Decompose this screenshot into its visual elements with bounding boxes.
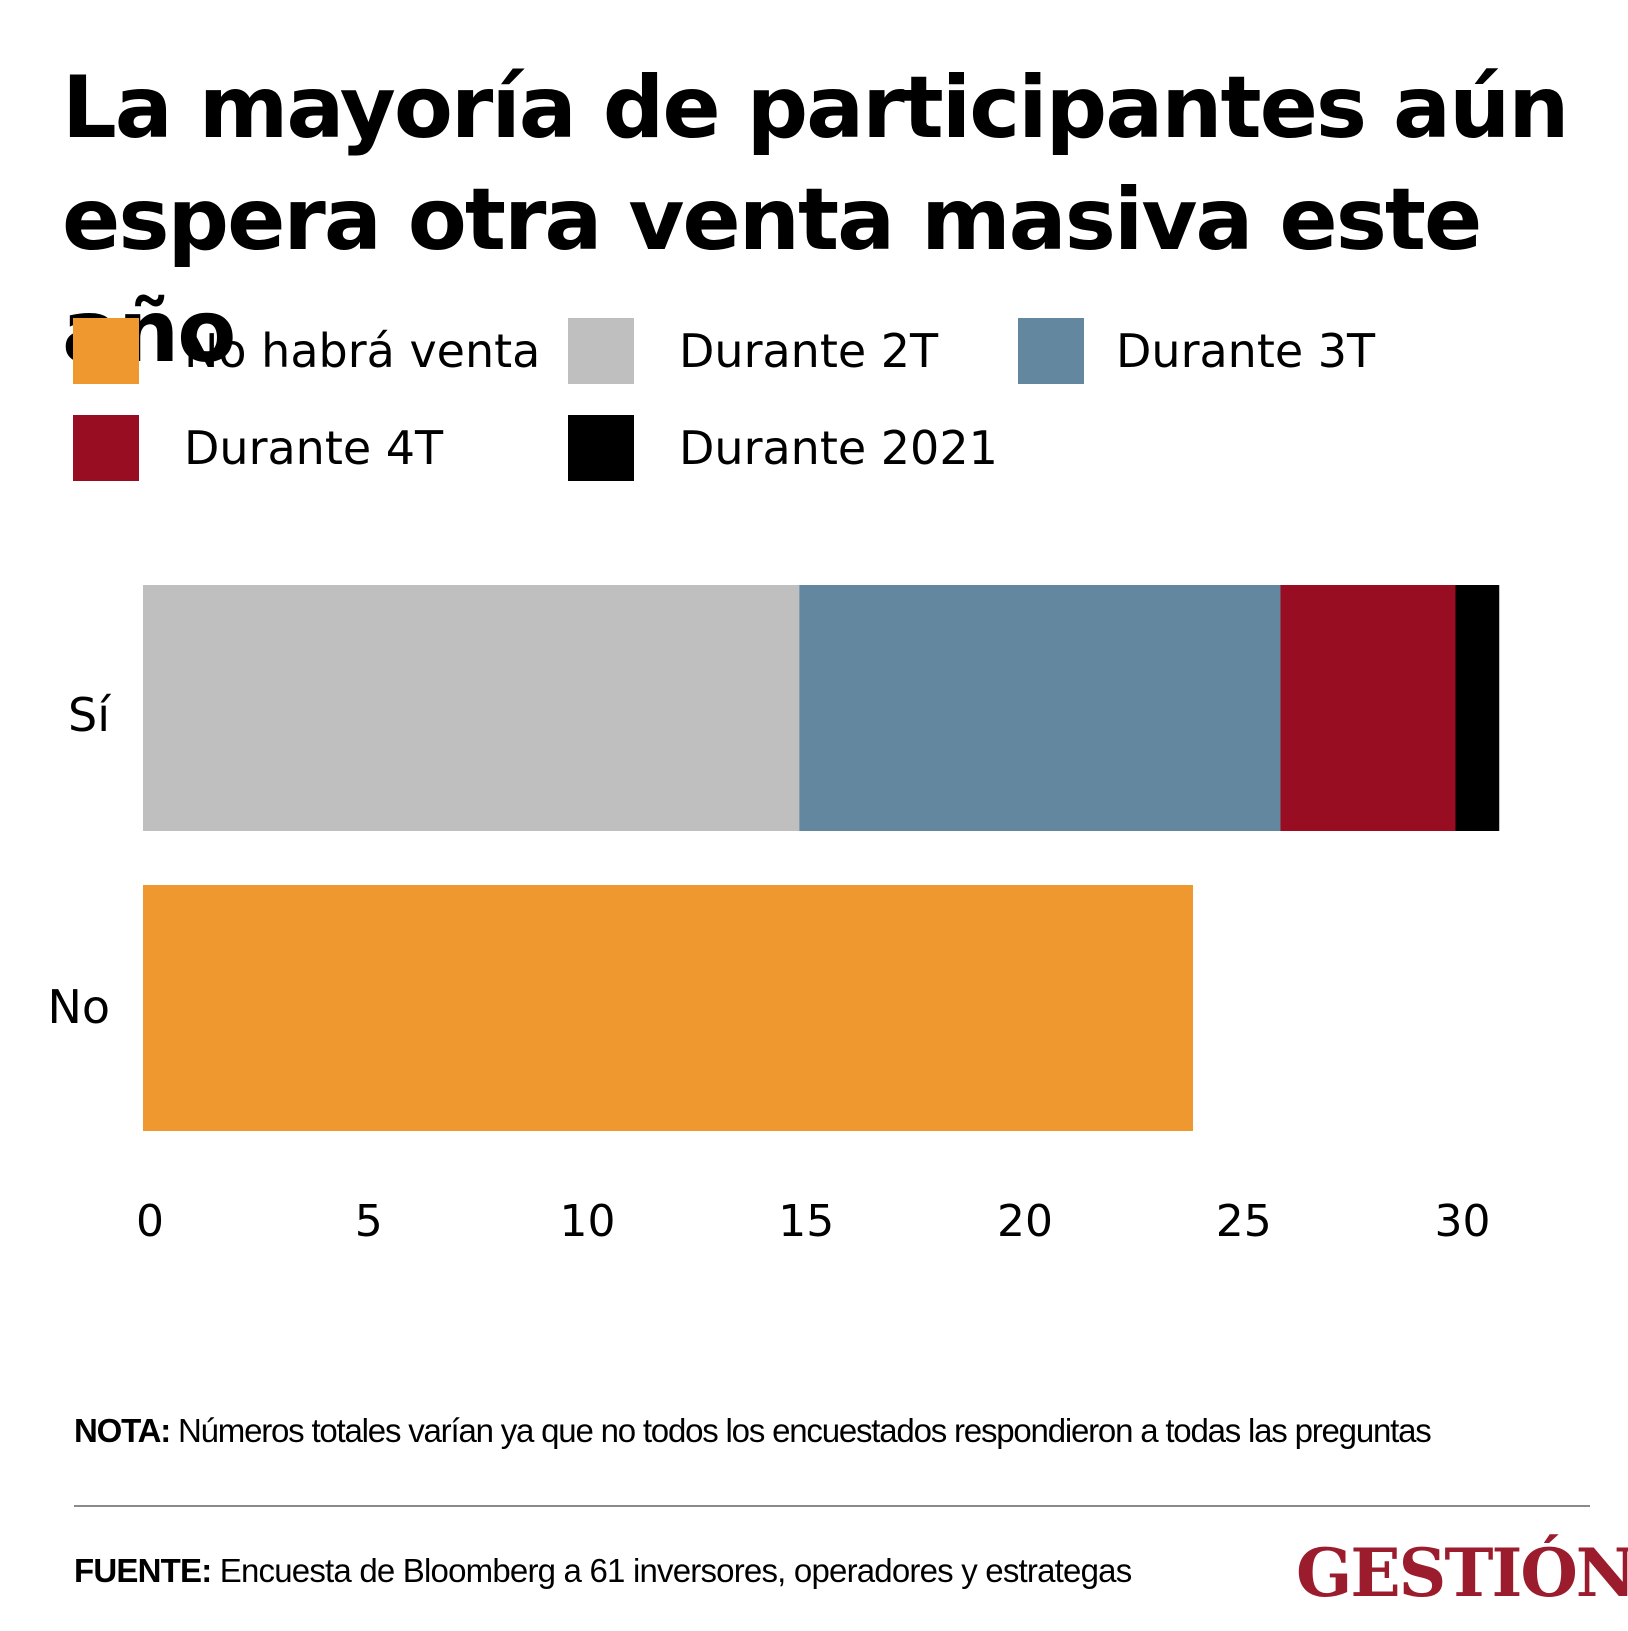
legend-label: No habrá venta (184, 324, 541, 378)
note: NOTA: Números totales varían ya que no t… (74, 1412, 1432, 1450)
legend-item-durante-4t: Durante 4T (73, 415, 443, 481)
chart-title: La mayoría de participantes aún espera o… (62, 58, 1570, 382)
x-tick-label: 10 (560, 1196, 616, 1247)
legend-item-durante-2021: Durante 2021 (568, 415, 998, 481)
divider (74, 1505, 1590, 1507)
legend-swatch (73, 415, 139, 481)
category-label: No (47, 980, 110, 1034)
x-tick-label: 30 (1435, 1196, 1491, 1247)
legend-label: Durante 3T (1116, 324, 1376, 378)
note-label: NOTA: (74, 1412, 171, 1449)
source: FUENTE: Encuesta de Bloomberg a 61 inver… (74, 1552, 1132, 1590)
legend-swatch (568, 318, 634, 384)
bar-segment-s-durante-4t (1280, 585, 1456, 831)
source-label: FUENTE: (74, 1552, 212, 1589)
x-tick-label: 25 (1216, 1196, 1272, 1247)
note-text: Números totales varían ya que no todos l… (178, 1412, 1432, 1449)
bar-segment-no-no-habr-venta (143, 885, 1193, 1131)
legend-item-no-habra-venta: No habrá venta (73, 318, 540, 384)
gestion-logo: GESTIÓN (1296, 1534, 1628, 1612)
bar-segment-s-durante-3t (799, 585, 1281, 831)
legend-label: Durante 4T (184, 421, 444, 475)
legend-label: Durante 2021 (679, 421, 998, 475)
legend-swatch (73, 318, 139, 384)
bar-segment-s-durante-2021 (1455, 585, 1500, 831)
legend-label: Durante 2T (679, 324, 939, 378)
bar-segment-s-durante-2t (143, 585, 800, 831)
x-tick-label: 20 (997, 1196, 1053, 1247)
x-tick-label: 15 (778, 1196, 834, 1247)
legend-item-durante-3t: Durante 3T (1018, 318, 1375, 384)
category-label: Sí (68, 688, 111, 742)
x-tick-label: 0 (136, 1196, 164, 1247)
bar-chart: Sí No 0 5 10 15 20 25 30 (47, 585, 1500, 1247)
x-tick-label: 5 (355, 1196, 383, 1247)
legend-swatch (1018, 318, 1084, 384)
legend-item-durante-2t: Durante 2T (568, 318, 938, 384)
source-text: Encuesta de Bloomberg a 61 inversores, o… (219, 1552, 1132, 1589)
legend-swatch (568, 415, 634, 481)
